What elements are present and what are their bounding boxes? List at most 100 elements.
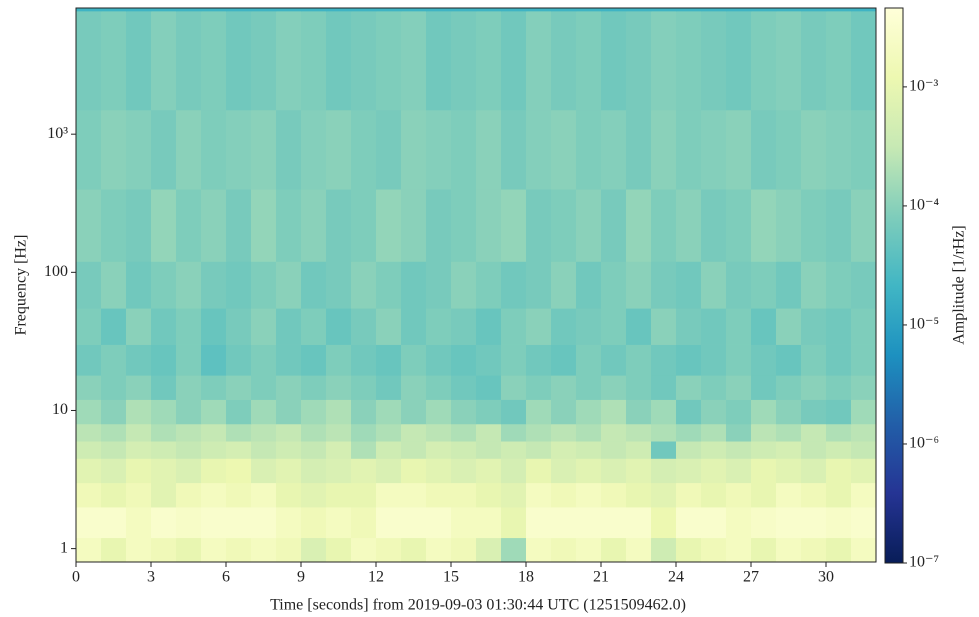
heatmap-cell bbox=[801, 344, 827, 376]
heatmap-cell bbox=[851, 441, 877, 459]
heatmap-cell bbox=[451, 261, 477, 309]
heatmap-cell bbox=[226, 109, 252, 190]
heatmap-cell bbox=[151, 537, 177, 563]
heatmap-cell bbox=[176, 507, 202, 539]
heatmap-cell bbox=[351, 10, 377, 111]
heatmap-cell bbox=[126, 261, 152, 309]
heatmap-cell bbox=[276, 423, 302, 442]
heatmap-cell bbox=[651, 261, 677, 309]
heatmap-cell bbox=[776, 109, 802, 190]
colorbar bbox=[884, 7, 904, 564]
heatmap-cell bbox=[176, 10, 202, 111]
heatmap-cell bbox=[201, 375, 227, 400]
heatmap-cell bbox=[476, 375, 502, 400]
heatmap-cell bbox=[276, 441, 302, 459]
heatmap-cell bbox=[251, 109, 277, 190]
plot-frame bbox=[75, 7, 877, 563]
heatmap-cell bbox=[201, 399, 227, 425]
heatmap-cell bbox=[226, 189, 252, 262]
heatmap-cell bbox=[726, 261, 752, 309]
heatmap-cell bbox=[276, 375, 302, 400]
heatmap-cell bbox=[626, 10, 652, 111]
heatmap-cell bbox=[701, 8, 727, 12]
heatmap-cell bbox=[626, 375, 652, 400]
heatmap-cell bbox=[376, 441, 402, 459]
heatmap-cell bbox=[776, 441, 802, 459]
heatmap-cell bbox=[276, 10, 302, 111]
heatmap-cell bbox=[451, 10, 477, 111]
heatmap-cell bbox=[76, 507, 102, 539]
heatmap-cell bbox=[226, 308, 252, 345]
heatmap-cell bbox=[251, 537, 277, 563]
heatmap-cell bbox=[101, 308, 127, 345]
heatmap-cell bbox=[126, 344, 152, 376]
heatmap-cell bbox=[726, 423, 752, 442]
heatmap-cell bbox=[126, 375, 152, 400]
heatmap-cell bbox=[626, 344, 652, 376]
heatmap-cell bbox=[601, 458, 627, 484]
heatmap-cell bbox=[776, 399, 802, 425]
heatmap-cell bbox=[126, 109, 152, 190]
heatmap-cell bbox=[401, 10, 427, 111]
heatmap-cell bbox=[176, 261, 202, 309]
heatmap-cell bbox=[126, 482, 152, 508]
heatmap-cell bbox=[501, 375, 527, 400]
heatmap-cell bbox=[601, 399, 627, 425]
x-tick-label: 9 bbox=[297, 569, 305, 586]
heatmap-cell bbox=[551, 344, 577, 376]
heatmap-cell bbox=[226, 8, 252, 12]
heatmap-cell bbox=[426, 482, 452, 508]
heatmap-cell bbox=[201, 537, 227, 563]
heatmap-cell bbox=[301, 458, 327, 484]
heatmap-cell bbox=[326, 344, 352, 376]
heatmap-cell bbox=[501, 458, 527, 484]
heatmap-cell bbox=[226, 458, 252, 484]
heatmap-cell bbox=[676, 458, 702, 484]
heatmap-cell bbox=[851, 482, 877, 508]
heatmap-cell bbox=[76, 308, 102, 345]
heatmap-cell bbox=[701, 482, 727, 508]
heatmap-cell bbox=[651, 441, 677, 459]
heatmap-cell bbox=[226, 537, 252, 563]
heatmap-cell bbox=[701, 423, 727, 442]
heatmap-cell bbox=[376, 109, 402, 190]
heatmap-cell bbox=[201, 344, 227, 376]
heatmap-cell bbox=[526, 458, 552, 484]
heatmap-cell bbox=[351, 261, 377, 309]
heatmap-cell bbox=[251, 344, 277, 376]
heatmap-cell bbox=[676, 109, 702, 190]
heatmap-cell bbox=[251, 375, 277, 400]
heatmap-cell bbox=[851, 189, 877, 262]
heatmap-cell bbox=[526, 10, 552, 111]
heatmap-cell bbox=[326, 375, 352, 400]
heatmap-cell bbox=[401, 537, 427, 563]
heatmap-cell bbox=[376, 375, 402, 400]
heatmap-cell bbox=[176, 441, 202, 459]
heatmap-cell bbox=[751, 261, 777, 309]
heatmap-cell bbox=[526, 308, 552, 345]
heatmap-cell bbox=[351, 109, 377, 190]
heatmap-cell bbox=[551, 482, 577, 508]
heatmap-cell bbox=[701, 10, 727, 111]
heatmap-cell bbox=[426, 308, 452, 345]
heatmap-cell bbox=[426, 399, 452, 425]
heatmap-cell bbox=[801, 399, 827, 425]
heatmap-cell bbox=[776, 375, 802, 400]
heatmap-cell bbox=[476, 10, 502, 111]
heatmap-cell bbox=[626, 507, 652, 539]
heatmap-cell bbox=[676, 189, 702, 262]
heatmap-cell bbox=[476, 189, 502, 262]
heatmap-cell bbox=[701, 458, 727, 484]
heatmap-cell bbox=[601, 482, 627, 508]
heatmap-cell bbox=[801, 537, 827, 563]
heatmap-cell bbox=[576, 10, 602, 111]
y-tick-label: 1 bbox=[60, 539, 68, 556]
heatmap-cell bbox=[576, 441, 602, 459]
heatmap-cell bbox=[651, 308, 677, 345]
heatmap-cell bbox=[826, 537, 852, 563]
heatmap-cell bbox=[326, 109, 352, 190]
heatmap-cell bbox=[526, 261, 552, 309]
heatmap-cell bbox=[576, 399, 602, 425]
heatmap-cell bbox=[776, 507, 802, 539]
heatmap-cell bbox=[551, 423, 577, 442]
